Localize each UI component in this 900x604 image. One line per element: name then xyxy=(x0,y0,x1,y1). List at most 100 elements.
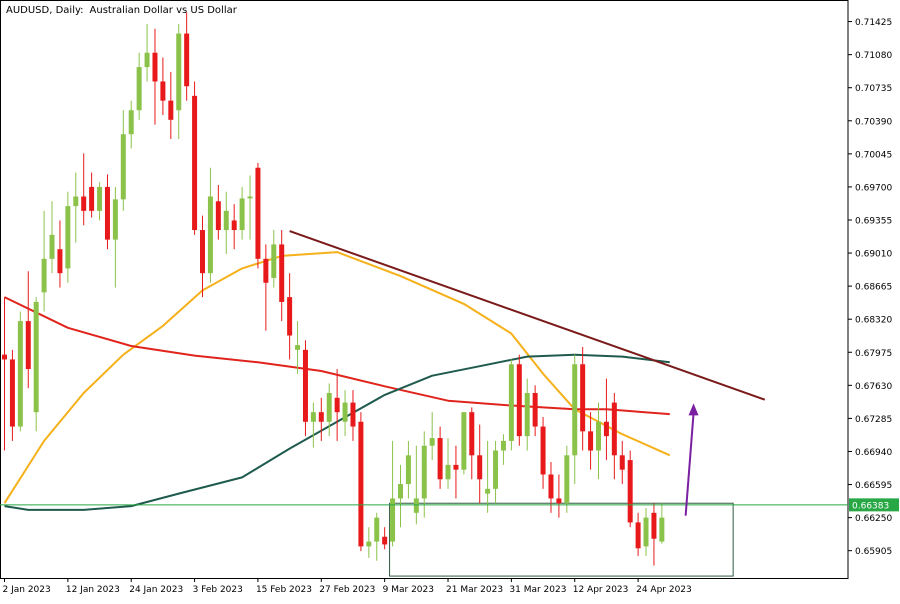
x-tick-label: 31 Mar 2023 xyxy=(509,585,566,595)
candle xyxy=(168,71,174,139)
y-tick-label: 0.70390 xyxy=(855,117,892,127)
candle-body xyxy=(390,498,396,542)
candle xyxy=(405,440,411,499)
candle xyxy=(73,172,79,243)
candle-body xyxy=(136,67,142,111)
candle xyxy=(485,440,491,513)
candle xyxy=(295,321,301,374)
candle-body xyxy=(279,244,285,302)
candle-body xyxy=(659,517,665,542)
candle xyxy=(192,81,198,235)
candle xyxy=(508,359,514,451)
candle xyxy=(318,397,324,441)
y-tick-label: 0.70045 xyxy=(855,150,892,160)
candle xyxy=(9,349,15,441)
candle xyxy=(326,383,332,437)
moving-average-line-2 xyxy=(4,296,670,416)
candle-body xyxy=(263,258,269,283)
y-tick-label: 0.66940 xyxy=(855,448,892,458)
candle-body xyxy=(152,52,158,82)
candle xyxy=(176,23,182,139)
candle xyxy=(374,512,380,561)
current-price-tag: 0.66383 xyxy=(849,498,899,512)
candle xyxy=(635,512,641,556)
candle-body xyxy=(9,359,15,427)
candle-body xyxy=(564,455,570,504)
candle xyxy=(136,52,142,120)
axes: 0.71425 0.71080 0.70735 0.70390 0.70045 0.697… xyxy=(3,18,899,595)
moving-average-line-1 xyxy=(3,251,671,504)
y-tick-label: 0.66250 xyxy=(855,514,892,524)
candle-body xyxy=(271,244,277,278)
y-tick-label: 0.66595 xyxy=(855,481,892,491)
y-tick-label: 0.71425 xyxy=(855,18,892,28)
candle-body xyxy=(382,536,388,545)
candle xyxy=(231,204,237,250)
candle xyxy=(556,474,562,518)
projection-arrow-line xyxy=(684,413,695,516)
candle xyxy=(279,230,285,322)
y-tick-label: 0.68665 xyxy=(855,283,892,293)
candle-body xyxy=(588,431,594,451)
trendline xyxy=(289,230,766,401)
candle xyxy=(215,184,221,240)
candle xyxy=(651,503,657,566)
candle xyxy=(477,424,483,504)
candle-body xyxy=(17,321,23,427)
plot-area xyxy=(0,0,849,579)
arrow-up-icon xyxy=(688,403,699,416)
candle xyxy=(493,440,499,504)
candle-body xyxy=(421,445,427,499)
candle xyxy=(112,186,118,288)
candle xyxy=(469,407,475,480)
candle xyxy=(89,172,95,218)
candle-body xyxy=(223,210,229,231)
x-tick-label: 2 Jan 2023 xyxy=(3,585,51,595)
candle xyxy=(144,23,150,82)
candle xyxy=(57,220,63,288)
candles xyxy=(2,12,665,566)
candle-body xyxy=(516,364,522,437)
candle xyxy=(2,297,7,451)
candle-body xyxy=(477,455,483,480)
candle-body xyxy=(200,230,205,274)
candle-body xyxy=(366,541,372,547)
candle xyxy=(659,503,665,544)
candle-body xyxy=(619,455,625,470)
candle xyxy=(247,175,253,240)
candle xyxy=(65,191,71,283)
candle-body xyxy=(580,364,586,432)
candle-body xyxy=(65,206,71,269)
candle-body xyxy=(41,258,47,293)
candle xyxy=(334,369,340,441)
candle-body xyxy=(239,198,245,231)
candle-body xyxy=(128,110,134,135)
candle-body xyxy=(596,421,601,451)
candle-body xyxy=(524,393,530,437)
candle-body xyxy=(461,412,467,470)
candle xyxy=(17,311,23,432)
y-tick-label: 0.67285 xyxy=(855,415,892,425)
candle-body xyxy=(287,297,293,336)
candle-body xyxy=(611,402,617,456)
candle-body xyxy=(556,498,562,504)
candle-body xyxy=(215,201,221,231)
candle-body xyxy=(413,498,419,513)
candle-body xyxy=(310,412,316,422)
candle-body xyxy=(643,517,649,547)
candle-body xyxy=(89,186,95,211)
candle xyxy=(453,445,459,499)
y-tick-label: 0.68320 xyxy=(855,316,892,326)
candle-body xyxy=(144,52,150,68)
candle xyxy=(445,438,451,489)
candle xyxy=(287,273,293,360)
candle xyxy=(239,186,245,240)
candle-body xyxy=(548,474,554,499)
candle xyxy=(516,354,522,446)
candle-body xyxy=(97,186,103,211)
candle-body xyxy=(326,393,332,422)
chart-title: AUDUSD, Daily: Australian Dollar vs US Do… xyxy=(6,5,238,16)
candle-body xyxy=(57,249,63,274)
candle xyxy=(603,378,609,461)
